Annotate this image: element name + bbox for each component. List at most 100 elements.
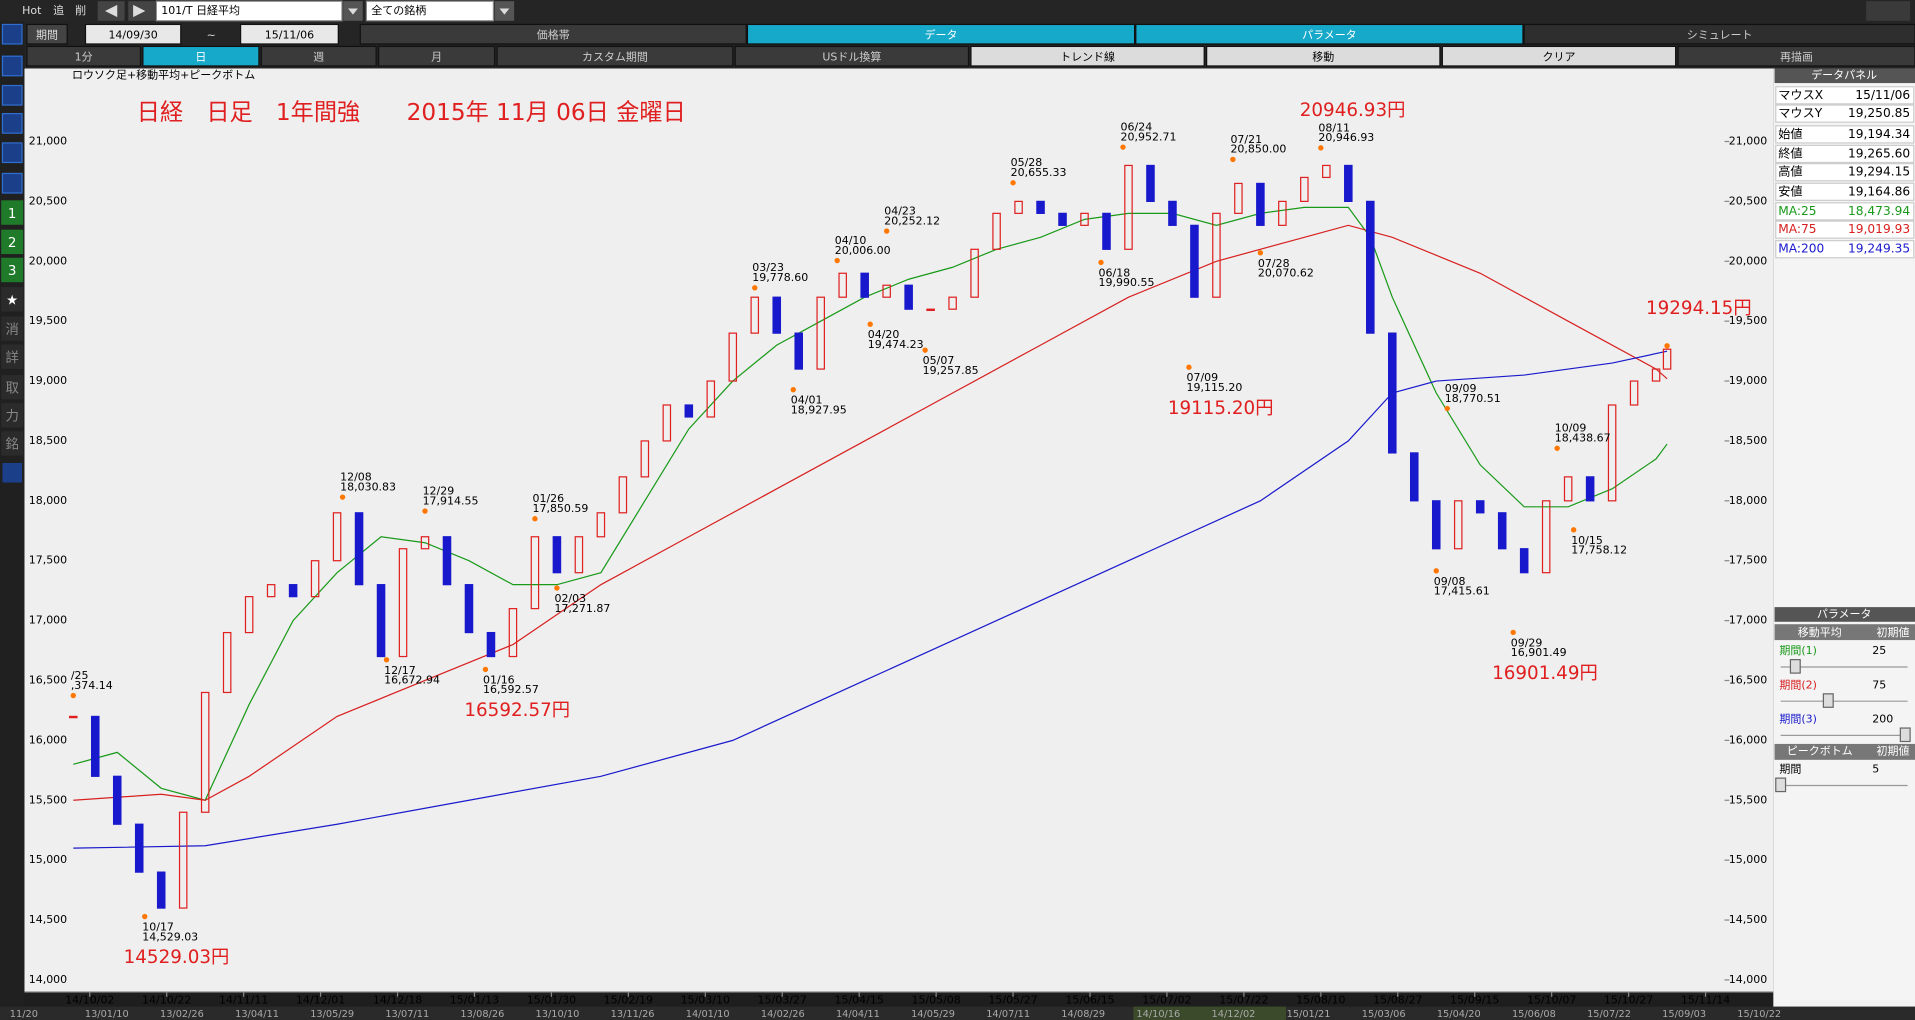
peak-value: 19,778.60 xyxy=(752,271,808,284)
settings-icon[interactable] xyxy=(2,462,22,483)
side-button[interactable] xyxy=(1,344,24,369)
window-btn[interactable] xyxy=(1866,1,1911,21)
candle xyxy=(1146,164,1155,202)
peak-value: 19,257.85 xyxy=(923,364,979,377)
tool-icon[interactable] xyxy=(1,23,23,45)
peak-date: 02/03 xyxy=(554,592,586,605)
slider-knob[interactable] xyxy=(1822,693,1834,708)
button[interactable] xyxy=(84,23,182,45)
side-button[interactable] xyxy=(1,316,24,341)
hot-button[interactable]: Hot xyxy=(22,4,42,17)
side-button[interactable] xyxy=(1,431,24,456)
tool-icon[interactable] xyxy=(1,112,23,134)
side-button[interactable] xyxy=(1,403,24,428)
peak-value: 16,592.57 xyxy=(483,683,539,696)
candle xyxy=(266,584,276,598)
button[interactable] xyxy=(359,23,747,45)
side-button[interactable] xyxy=(1,287,24,312)
button-label[interactable]: 日 xyxy=(195,50,206,63)
moving-average xyxy=(73,350,1668,849)
side-label[interactable]: 1 xyxy=(8,207,17,222)
overview-date: 14/07/11 xyxy=(986,1009,1030,1020)
side-label[interactable]: 詳 xyxy=(6,350,19,366)
button[interactable] xyxy=(1523,23,1915,45)
add-button[interactable]: 追 xyxy=(53,3,64,17)
button-label[interactable]: シミュレート xyxy=(1687,28,1753,41)
y-tick-label-right: 18,500 xyxy=(1729,434,1767,447)
tool-icon[interactable] xyxy=(1,142,23,164)
param-value: 5 xyxy=(1872,763,1879,776)
candle xyxy=(618,476,628,514)
side-label[interactable]: 2 xyxy=(8,236,17,251)
button[interactable] xyxy=(239,23,339,45)
candle xyxy=(398,548,408,658)
button[interactable] xyxy=(260,45,377,67)
button-label[interactable]: カスタム期間 xyxy=(582,50,648,63)
button[interactable] xyxy=(1206,45,1441,67)
y-tick-label: 16,500 xyxy=(29,673,67,686)
button[interactable] xyxy=(377,45,496,67)
peak-value: 19,990.55 xyxy=(1099,276,1155,289)
peak-dot xyxy=(1098,259,1104,266)
side-label[interactable]: 銘 xyxy=(6,437,19,453)
button[interactable] xyxy=(970,45,1205,67)
panel-value: 19,249.35 xyxy=(1848,242,1910,256)
button[interactable] xyxy=(26,23,68,45)
button-label[interactable]: パラメータ xyxy=(1302,28,1357,41)
button-label[interactable]: クリア xyxy=(1543,50,1576,63)
slider-knob[interactable] xyxy=(1789,659,1801,674)
symbol-box[interactable] xyxy=(155,0,343,22)
button-label[interactable]: データ xyxy=(925,27,958,41)
tool-icon[interactable] xyxy=(1,172,23,194)
button-label[interactable]: 期間 xyxy=(36,28,58,41)
y-tick-label-right: 16,500 xyxy=(1729,673,1767,686)
peak-value: 18,438.67 xyxy=(1555,432,1611,445)
y-tick-label-right: 20,500 xyxy=(1729,194,1767,207)
side-button[interactable] xyxy=(1,200,24,225)
candle xyxy=(420,536,430,550)
button-label[interactable]: 15/11/06 xyxy=(265,28,314,41)
side-button[interactable] xyxy=(1,375,24,400)
overview-date: 13/04/11 xyxy=(235,1009,279,1020)
side-label[interactable]: 消 xyxy=(6,322,19,338)
overview-date: 13/01/10 xyxy=(85,1009,129,1020)
peak-value: 17,758.12 xyxy=(1571,544,1627,557)
button[interactable] xyxy=(746,23,1136,45)
button-label[interactable]: 週 xyxy=(313,50,324,63)
button-label[interactable]: USドル換算 xyxy=(822,49,881,63)
tool-icon[interactable] xyxy=(1,55,23,77)
button[interactable] xyxy=(142,45,260,67)
slider-knob[interactable] xyxy=(1775,777,1787,793)
candle xyxy=(112,775,122,825)
button-label[interactable]: 再描画 xyxy=(1780,49,1813,63)
button[interactable] xyxy=(1677,45,1915,67)
button[interactable] xyxy=(26,45,142,67)
side-label[interactable]: ★ xyxy=(6,294,18,309)
peak-date: 01/16 xyxy=(483,673,515,686)
peak-value: 17,850.59 xyxy=(532,502,588,515)
button-label[interactable]: 1分 xyxy=(75,50,93,63)
slider-knob[interactable] xyxy=(1899,727,1911,743)
side-label[interactable]: 3 xyxy=(8,264,17,279)
button[interactable] xyxy=(1441,45,1677,67)
side-label[interactable]: 力 xyxy=(6,409,19,425)
button-label[interactable]: 移動 xyxy=(1312,49,1334,63)
peak-date: 08/11 xyxy=(1318,121,1350,134)
side-button[interactable] xyxy=(1,257,24,283)
tool-icon[interactable] xyxy=(1,84,23,106)
delete-button[interactable]: 削 xyxy=(75,3,86,17)
peak-date: 09/08 xyxy=(1434,575,1466,588)
button-label[interactable]: 価格帯 xyxy=(537,27,570,41)
button-label[interactable]: 月 xyxy=(431,50,442,63)
button[interactable] xyxy=(734,45,970,67)
button-label[interactable]: トレンド線 xyxy=(1060,49,1115,63)
universe-box[interactable] xyxy=(365,0,495,22)
button-label[interactable]: 14/09/30 xyxy=(108,28,157,41)
side-label[interactable]: 取 xyxy=(6,381,19,396)
button[interactable] xyxy=(1135,23,1524,45)
peak-dot xyxy=(1230,156,1236,163)
side-button[interactable] xyxy=(1,229,24,255)
button[interactable] xyxy=(496,45,734,67)
